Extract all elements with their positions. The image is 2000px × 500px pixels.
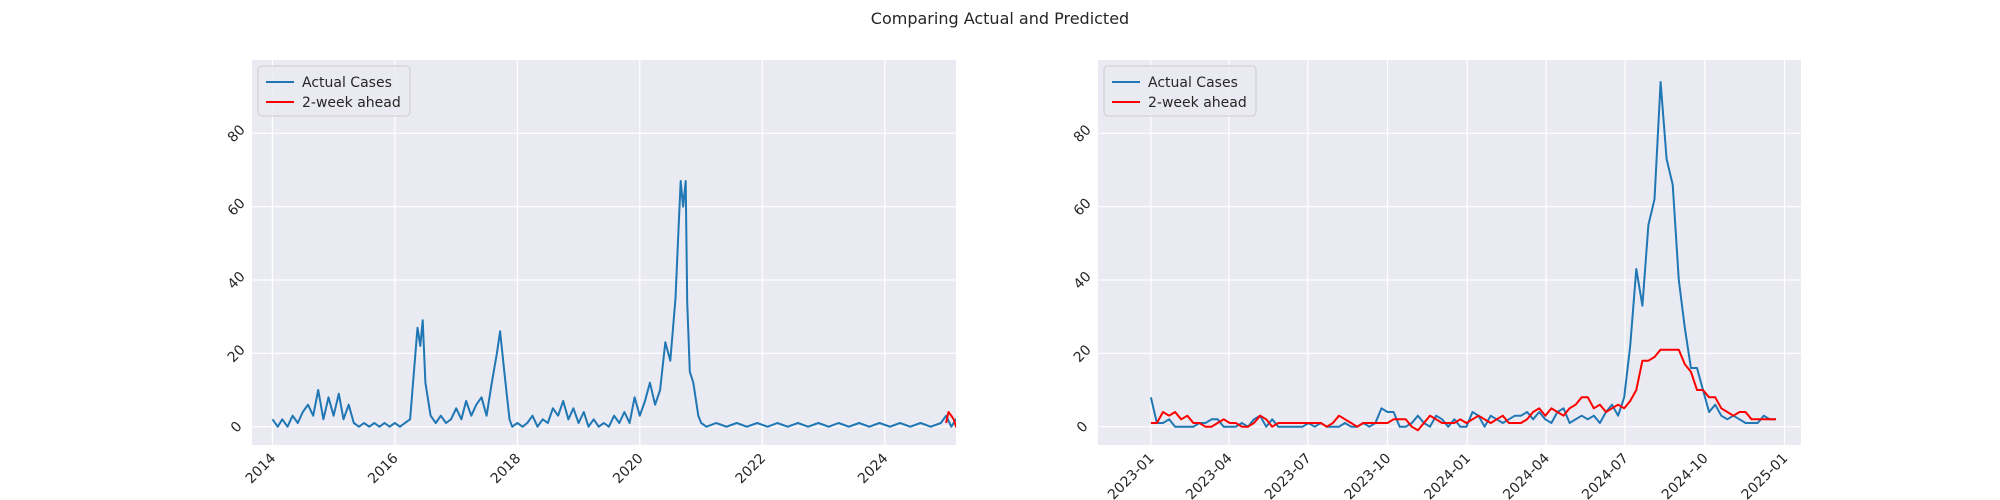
chart2-x-tick-label: 2023-10 [1342, 451, 1395, 500]
chart2-x-tick-label: 2024-04 [1500, 450, 1553, 500]
chart1-y-tick-label: 80 [225, 122, 249, 146]
chart2-series-2-week-ahead [1150, 348, 1776, 432]
chart2-x-tick-label: 2024-01 [1421, 451, 1474, 500]
chart2-x-tick-label: 2023-07 [1262, 451, 1315, 500]
chart1-x-tick-label: 2016 [365, 450, 402, 487]
chart1-x-tick-label: 2024 [855, 450, 892, 487]
chart1-y-tick-label: 60 [225, 195, 249, 219]
chart1-y-tick-label: 20 [225, 342, 249, 366]
chart1-x-tick-label: 2018 [488, 451, 525, 488]
chart1-legend-label: 2-week ahead [302, 95, 401, 111]
left-chart-panel: 0 20 40 60 80 2014 2016 2018 2020 2022 2024 Actual … [225, 60, 956, 488]
chart2-y-tick-label: 20 [1071, 342, 1095, 366]
chart1-legend-frame [257, 65, 411, 117]
chart1-legend-label: Actual Cases [302, 75, 392, 91]
chart1-x-tick-label: 2014 [243, 450, 280, 487]
right-chart-panel: 0 20 40 60 80 2023-01 2023-04 2023-07 2023-10 202… [1071, 60, 1801, 500]
chart1-legend: Actual Cases 2-week ahead [257, 65, 411, 117]
chart2-plot-area [1098, 60, 1801, 445]
chart2-legend-label: Actual Cases [1148, 75, 1238, 91]
chart1-series-2-week-ahead [945, 411, 956, 428]
chart1-x-tick-label: 2020 [610, 451, 647, 488]
chart1-x-tick-label: 2022 [733, 451, 770, 488]
chart1-series-actual-cases [271, 180, 956, 428]
chart2-legend-frame [1103, 65, 1257, 117]
chart2-x-tick-label: 2023-04 [1183, 450, 1236, 500]
chart2-x-tick-label: 2023-01 [1105, 451, 1158, 500]
chart1-plot-area [252, 60, 956, 445]
chart2-x-tick-label: 2024-07 [1579, 451, 1632, 500]
chart1-y-tick-label: 40 [225, 269, 249, 293]
chart2-series-actual-cases [1149, 81, 1776, 428]
chart2-x-tick-label: 2024-10 [1659, 451, 1712, 500]
chart2-x-tick-label: 2025-01 [1739, 451, 1792, 500]
chart1-y-tick-label: 0 [228, 419, 246, 437]
chart2-legend: Actual Cases 2-week ahead [1103, 65, 1257, 117]
chart2-y-tick-label: 60 [1071, 195, 1095, 219]
chart2-y-tick-label: 80 [1071, 122, 1095, 146]
chart2-y-tick-label: 0 [1074, 419, 1092, 437]
figure-title: Comparing Actual and Predicted [871, 9, 1129, 28]
chart2-legend-label: 2-week ahead [1148, 95, 1247, 111]
chart2-y-tick-label: 40 [1071, 269, 1095, 293]
